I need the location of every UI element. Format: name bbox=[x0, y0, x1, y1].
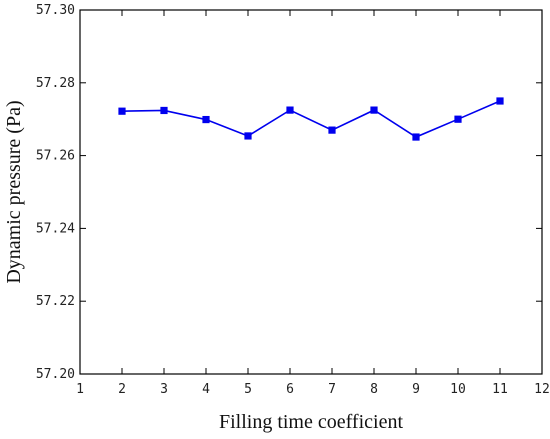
data-point bbox=[454, 115, 462, 123]
x-tick-label: 8 bbox=[370, 382, 378, 397]
y-tick-label: 57.20 bbox=[36, 367, 75, 382]
x-tick-label: 12 bbox=[534, 382, 550, 397]
y-tick-label: 57.30 bbox=[36, 3, 75, 18]
x-tick-labels: 1 2 3 4 5 6 7 8 9 10 11 12 bbox=[76, 382, 550, 397]
series-group bbox=[118, 97, 504, 141]
x-tick-label: 7 bbox=[328, 382, 336, 397]
y-tick-label: 57.26 bbox=[36, 149, 75, 164]
x-tick-label: 10 bbox=[450, 382, 466, 397]
y-axis-label: Dynamic pressure (Pa) bbox=[3, 100, 25, 283]
y-tick-label: 57.22 bbox=[36, 294, 75, 309]
data-point bbox=[412, 133, 420, 141]
data-point bbox=[202, 115, 210, 124]
x-tick-label: 6 bbox=[286, 382, 294, 397]
x-tick-label: 4 bbox=[202, 382, 210, 397]
data-point bbox=[286, 106, 294, 114]
data-point bbox=[160, 106, 168, 115]
axis-ticks bbox=[79, 9, 543, 375]
x-tick-label: 5 bbox=[244, 382, 252, 397]
data-point bbox=[328, 126, 336, 134]
x-tick-label: 2 bbox=[118, 382, 126, 397]
x-tick-label: 3 bbox=[160, 382, 168, 397]
x-tick-label: 1 bbox=[76, 382, 84, 397]
y-tick-labels: 57.20 57.22 57.24 57.26 57.28 57.30 bbox=[36, 3, 75, 382]
y-tick-label: 57.28 bbox=[36, 76, 75, 91]
data-point bbox=[118, 107, 126, 115]
x-tick-label: 11 bbox=[492, 382, 508, 397]
plot-frame bbox=[79, 9, 543, 375]
data-point bbox=[496, 97, 504, 105]
data-point bbox=[370, 106, 378, 114]
data-point bbox=[244, 132, 252, 140]
series-line bbox=[121, 100, 501, 138]
y-tick-label: 57.24 bbox=[36, 221, 75, 236]
x-tick-label: 9 bbox=[412, 382, 420, 397]
x-axis-label: Filling time coefficient bbox=[219, 411, 403, 433]
